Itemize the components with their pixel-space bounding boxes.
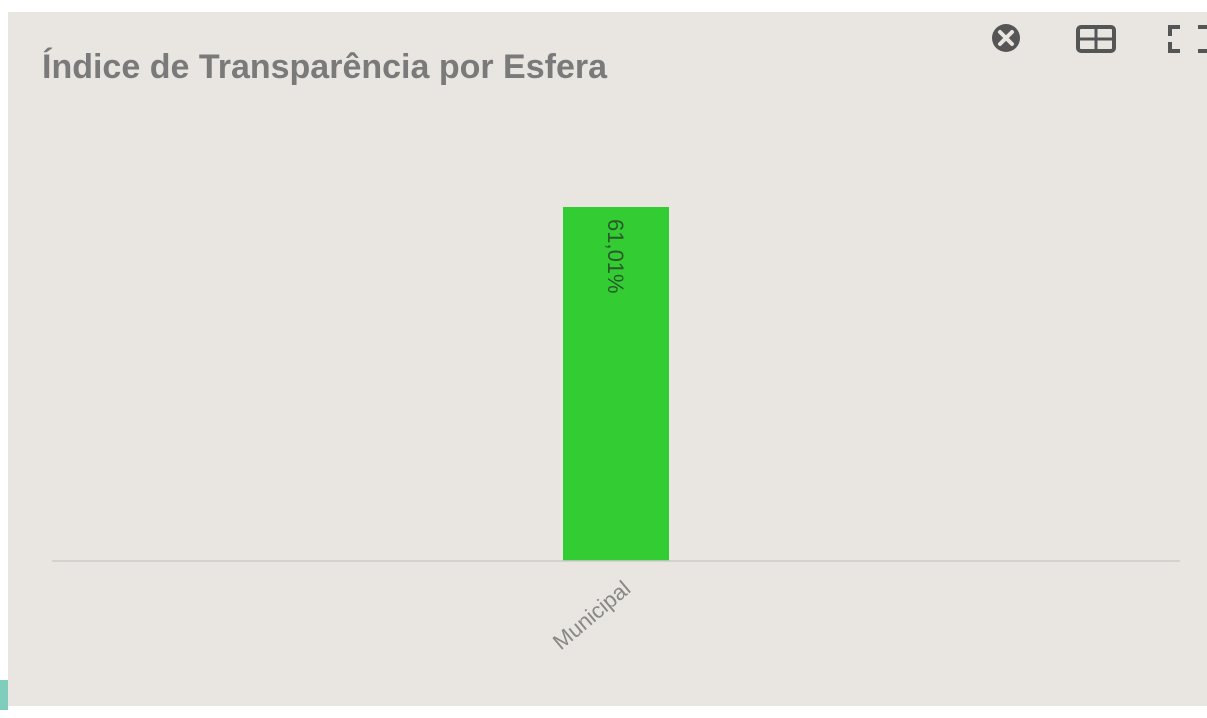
chart-title: Índice de Transparência por Esfera — [42, 48, 608, 86]
data-label: 61,01% — [603, 219, 628, 294]
bar — [563, 206, 669, 561]
side-tab — [0, 680, 8, 710]
fullscreen-button[interactable] — [1168, 25, 1207, 53]
close-button[interactable] — [992, 24, 1020, 52]
table-button[interactable] — [1076, 25, 1116, 53]
